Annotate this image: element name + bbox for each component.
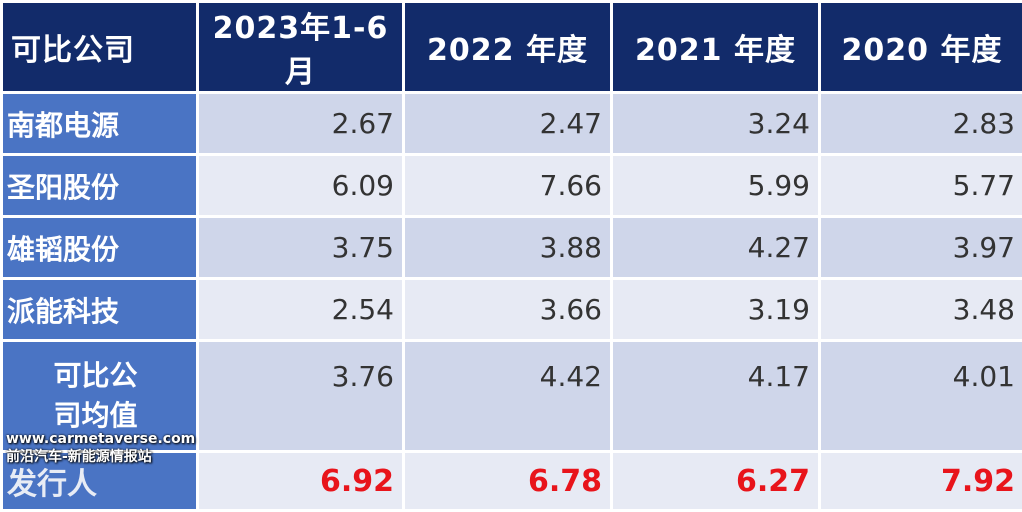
average-row: 可比公司均值 3.76 4.42 4.17 4.01	[3, 342, 1022, 450]
table-cell: 4.17	[613, 342, 818, 450]
row-label: 圣阳股份	[3, 156, 196, 215]
header-company: 可比公司	[3, 3, 196, 91]
row-label: 派能科技	[3, 280, 196, 339]
row-label: 南都电源	[3, 94, 196, 153]
average-label-line1: 可比公	[53, 359, 138, 392]
table-cell: 2.47	[405, 94, 610, 153]
table-cell: 3.75	[199, 218, 402, 277]
average-label: 可比公 司均值	[3, 342, 196, 450]
table-cell: 3.97	[821, 218, 1022, 277]
row-label: 雄韬股份	[3, 218, 196, 277]
table-cell: 3.19	[613, 280, 818, 339]
table-row: 雄韬股份 3.75 3.88 4.27 3.97	[3, 218, 1022, 277]
watermark-site-name: 前沿汽车-新能源情报站	[6, 449, 152, 465]
table-cell: 2.67	[199, 94, 402, 153]
table-cell: 3.88	[405, 218, 610, 277]
header-2021: 2021 年度	[613, 3, 818, 91]
header-2022: 2022 年度	[405, 3, 610, 91]
issuer-cell: 6.78	[405, 453, 610, 509]
watermark: www.carmetaverse.com 前沿汽车-新能源情报站	[6, 430, 195, 466]
table-cell: 5.77	[821, 156, 1022, 215]
issuer-cell: 7.92	[821, 453, 1022, 509]
table-cell: 4.01	[821, 342, 1022, 450]
header-2023h1: 2023年1-6月	[199, 3, 402, 91]
table-cell: 3.66	[405, 280, 610, 339]
table-cell: 4.27	[613, 218, 818, 277]
table-cell: 4.42	[405, 342, 610, 450]
header-2020: 2020 年度	[821, 3, 1022, 91]
table-cell: 3.76	[199, 342, 402, 450]
watermark-url: www.carmetaverse.com	[6, 431, 196, 447]
issuer-cell: 6.92	[199, 453, 402, 509]
table-cell: 3.24	[613, 94, 818, 153]
issuer-cell: 6.27	[613, 453, 818, 509]
table-cell: 5.99	[613, 156, 818, 215]
table-cell: 7.66	[405, 156, 610, 215]
header-row: 可比公司 2023年1-6月 2022 年度 2021 年度 2020 年度	[3, 3, 1022, 91]
table-row: 圣阳股份 6.09 7.66 5.99 5.77	[3, 156, 1022, 215]
table-cell: 2.83	[821, 94, 1022, 153]
table-cell: 2.54	[199, 280, 402, 339]
table-cell: 3.48	[821, 280, 1022, 339]
table-row: 派能科技 2.54 3.66 3.19 3.48	[3, 280, 1022, 339]
average-label-line2: 司均值	[53, 399, 138, 432]
table-cell: 6.09	[199, 156, 402, 215]
table-row: 南都电源 2.67 2.47 3.24 2.83	[3, 94, 1022, 153]
